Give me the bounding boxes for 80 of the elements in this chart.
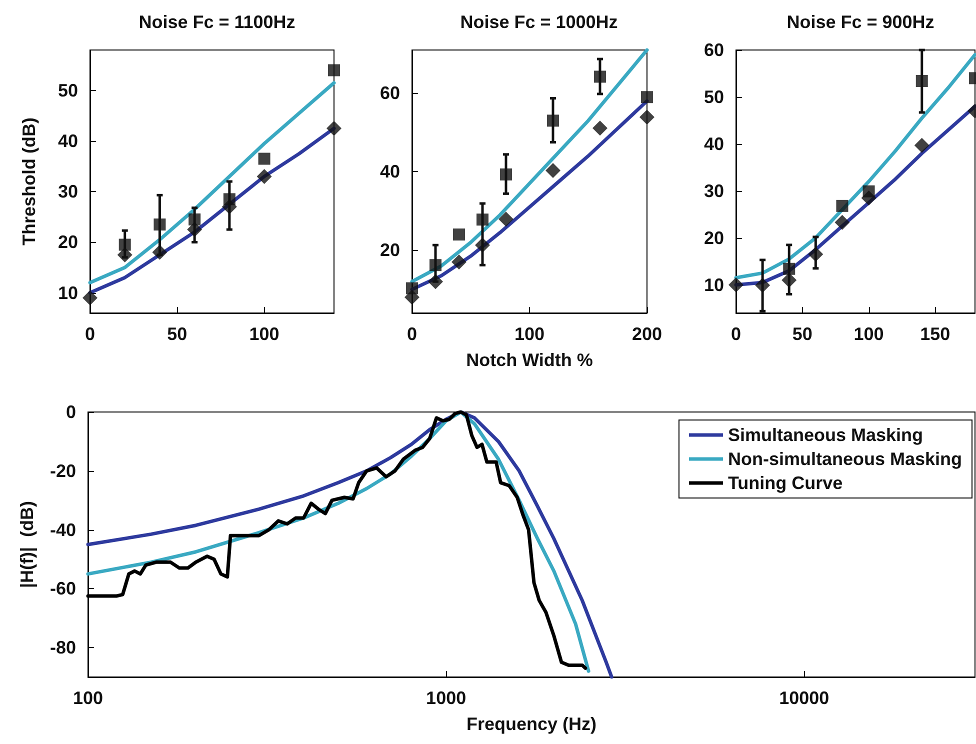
point <box>188 213 201 226</box>
y-tick-label: 0 <box>66 402 76 422</box>
point <box>728 277 744 292</box>
y-tick-label: 10 <box>704 274 724 295</box>
point <box>476 214 488 226</box>
point <box>782 272 797 288</box>
y-tick-label: 40 <box>380 162 400 182</box>
point <box>592 120 608 136</box>
chart-title: Noise Fc = 1000Hz <box>460 12 618 32</box>
point <box>914 138 930 153</box>
x-tick-label: 200 <box>632 324 662 344</box>
point <box>404 290 420 305</box>
x-tick-label: 0 <box>406 324 418 344</box>
y-tick-label: 50 <box>704 86 724 107</box>
point <box>256 168 272 184</box>
point <box>640 91 653 104</box>
x-tick-label: 50 <box>167 324 188 344</box>
chart-title: Noise Fc = 1100Hz <box>138 12 296 32</box>
point <box>452 228 465 240</box>
y-tick-label: 40 <box>704 134 724 154</box>
y-tick-label: 50 <box>58 80 78 100</box>
point <box>500 168 512 180</box>
point <box>808 246 824 262</box>
point <box>430 259 442 272</box>
point <box>755 278 770 293</box>
point <box>836 200 848 212</box>
point <box>222 199 237 214</box>
y-tick-label: 60 <box>380 83 400 104</box>
point <box>834 214 850 230</box>
x-tick-label: 100 <box>514 324 545 344</box>
x-tick-label: 100 <box>249 324 280 344</box>
y-tick-label: -80 <box>50 638 76 658</box>
y-tick-label: 20 <box>704 228 724 248</box>
legend-label: Tuning Curve <box>728 473 843 493</box>
point <box>258 152 270 165</box>
point <box>498 212 514 227</box>
y-tick-label: -40 <box>50 520 76 540</box>
x-tick-label: 50 <box>792 324 812 344</box>
y-tick-label: 30 <box>58 182 78 202</box>
point <box>428 274 443 290</box>
y-tick-label: -20 <box>50 460 76 481</box>
x-tick-label: 10000 <box>779 688 830 708</box>
y-tick-label: 40 <box>58 131 78 152</box>
legend-label: Simultaneous Masking <box>728 425 924 445</box>
point <box>117 247 132 262</box>
point <box>328 64 340 76</box>
point <box>451 254 466 270</box>
point <box>154 218 166 230</box>
point <box>82 290 98 306</box>
point <box>783 262 796 275</box>
point <box>861 190 876 206</box>
x-tick-label: 0 <box>84 324 96 344</box>
point <box>326 120 342 136</box>
x-tick-label: 1000 <box>426 688 466 708</box>
y-tick-label: 10 <box>58 282 78 303</box>
y-tick-label: -60 <box>50 578 76 599</box>
x-tick-label: 100 <box>854 324 884 344</box>
y-tick-label: 30 <box>704 180 724 201</box>
x-axis-title: Frequency (Hz) <box>466 714 597 734</box>
point <box>916 74 928 87</box>
chart-title: Noise Fc = 900Hz <box>786 12 934 32</box>
x-tick-label: 150 <box>920 324 950 344</box>
x-axis-title: Notch Width % <box>466 350 593 370</box>
point <box>546 114 559 127</box>
point <box>545 163 560 178</box>
x-tick-label: 100 <box>72 688 104 708</box>
y-tick-label: 20 <box>380 240 400 260</box>
point <box>187 222 202 238</box>
point <box>594 70 606 83</box>
y-axis-title: |H(f)| (dB) <box>17 500 37 588</box>
line-series <box>88 81 336 284</box>
point <box>152 244 168 260</box>
point <box>474 238 490 253</box>
y-tick-label: 20 <box>58 232 78 252</box>
point <box>639 110 654 125</box>
x-tick-label: 0 <box>730 324 742 344</box>
legend-label: Non-simultaneous Masking <box>728 449 962 469</box>
y-axis-title: Threshold (dB) <box>19 118 39 246</box>
point <box>118 238 131 251</box>
y-tick-label: 60 <box>704 40 724 60</box>
